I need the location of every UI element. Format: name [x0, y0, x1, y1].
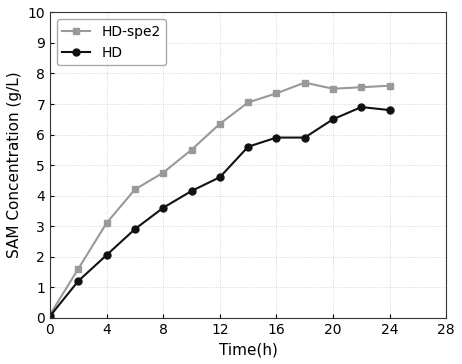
X-axis label: Time(h): Time(h) [219, 342, 278, 357]
HD-spe2 [245, 100, 251, 105]
HD [160, 206, 166, 210]
HD [387, 108, 392, 112]
HD [245, 145, 251, 149]
HD-spe2 [330, 87, 336, 91]
HD [274, 135, 279, 140]
HD [132, 227, 138, 231]
HD-spe2 [274, 91, 279, 95]
Legend: HD-spe2, HD: HD-spe2, HD [57, 19, 166, 66]
HD [359, 105, 364, 109]
HD-spe2 [132, 187, 138, 191]
HD [75, 279, 81, 283]
HD-spe2 [387, 83, 392, 88]
HD-spe2 [359, 85, 364, 90]
HD [302, 135, 308, 140]
HD [189, 189, 195, 193]
HD [104, 253, 109, 257]
HD-spe2 [75, 266, 81, 271]
HD [330, 117, 336, 122]
HD-spe2 [160, 170, 166, 175]
HD-spe2 [217, 122, 223, 126]
HD-spe2 [302, 80, 308, 85]
HD-spe2 [189, 147, 195, 152]
Line: HD: HD [47, 104, 393, 320]
Line: HD-spe2: HD-spe2 [47, 79, 393, 318]
HD [47, 314, 53, 318]
HD-spe2 [47, 312, 53, 317]
Y-axis label: SAM Concentration (g/L): SAM Concentration (g/L) [7, 72, 22, 258]
HD-spe2 [104, 221, 109, 225]
HD [217, 175, 223, 179]
